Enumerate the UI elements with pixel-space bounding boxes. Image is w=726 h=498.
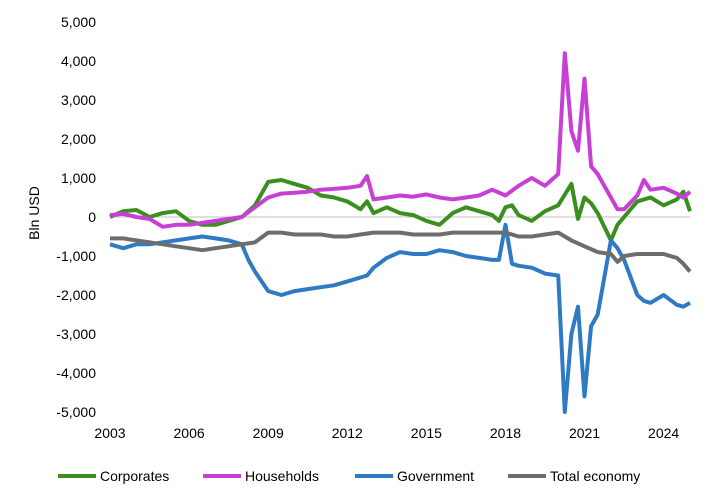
x-tick-label: 2006	[174, 425, 205, 441]
x-tick-label: 2018	[490, 425, 521, 441]
y-axis-title: Bln USD	[26, 186, 42, 240]
x-tick-label: 2012	[332, 425, 363, 441]
series-layer	[109, 51, 692, 414]
y-tick-label: 3,000	[61, 92, 96, 108]
legend-label: Households	[245, 468, 319, 484]
series-line-total-economy	[110, 230, 692, 273]
y-tick-label: 4,000	[61, 53, 96, 69]
y-tick-label: -5,000	[56, 404, 96, 420]
x-axis-ticks: 2003 2006 2009 2012 2015 2018 2021 2024	[94, 425, 679, 441]
y-tick-label: -4,000	[56, 365, 96, 381]
series-line-corporates	[109, 178, 692, 243]
x-tick-label: 2024	[648, 425, 679, 441]
y-tick-label: 5,000	[61, 14, 96, 30]
series-line-households	[109, 51, 692, 229]
series-line-government	[109, 222, 692, 414]
legend-item-households: Households	[203, 468, 319, 484]
y-tick-label: -1,000	[56, 248, 96, 264]
x-tick-label: 2021	[569, 425, 600, 441]
y-tick-label: 2,000	[61, 131, 96, 147]
x-tick-label: 2009	[253, 425, 284, 441]
y-tick-label: 1,000	[61, 170, 96, 186]
legend: Corporates Households Government Total econ…	[58, 468, 640, 484]
legend-item-government: Government	[355, 468, 474, 484]
legend-label: Total economy	[550, 468, 640, 484]
x-tick-label: 2015	[411, 425, 442, 441]
y-tick-label: -2,000	[56, 287, 96, 303]
legend-item-total-economy: Total economy	[508, 468, 640, 484]
y-tick-label: -3,000	[56, 326, 96, 342]
y-axis-ticks: -5,000 -4,000 -3,000 -2,000 -1,000 0 1,000 2,00…	[56, 14, 96, 420]
legend-item-corporates: Corporates	[58, 468, 169, 484]
legend-label: Government	[397, 468, 474, 484]
x-tick-label: 2003	[94, 425, 125, 441]
legend-label: Corporates	[100, 468, 169, 484]
y-tick-label: 0	[88, 209, 96, 225]
